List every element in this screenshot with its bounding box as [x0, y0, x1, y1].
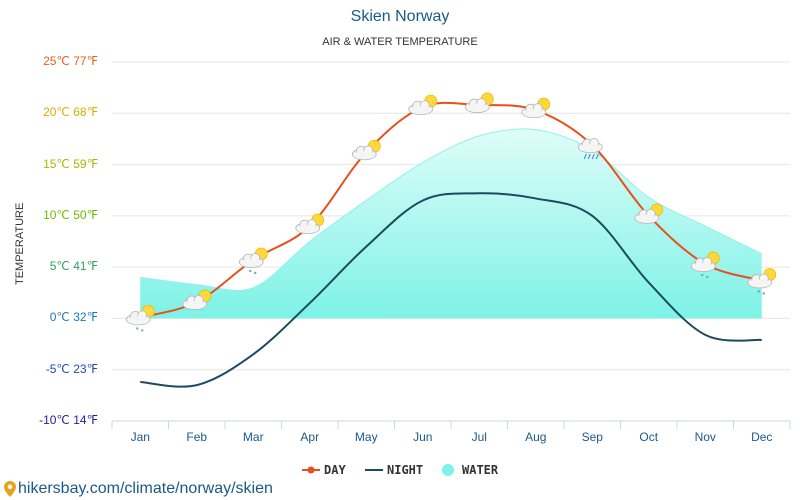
location-pin-icon [4, 481, 16, 497]
y-tick-label: 0℃ 32℉ [49, 310, 98, 325]
y-tick-label: 15℃ 59℉ [43, 156, 98, 171]
x-tick-label: Apr [300, 430, 320, 444]
legend-water-label: WATER [462, 463, 499, 477]
cloud-sun-icon [464, 92, 494, 113]
x-tick-label: Nov [694, 430, 716, 444]
x-tick-label: May [354, 430, 378, 444]
y-tick-label: 20℃ 68℉ [43, 105, 98, 120]
y-tick-label: 5℃ 41℉ [49, 259, 98, 274]
legend-night-marker [365, 469, 383, 471]
footer-text: hikersbay.com/climate/norway/skien [18, 480, 273, 497]
cloud-snow-icon [238, 247, 268, 275]
x-tick-label: Oct [639, 430, 659, 444]
night-line [140, 192, 762, 388]
x-tick-label: Jun [413, 430, 433, 444]
water-line [140, 128, 762, 291]
rain-icon [577, 138, 603, 160]
y-tick-label: 25℃ 77℉ [43, 54, 98, 68]
cloud-sun-icon [408, 94, 438, 116]
cloud-snow-icon [690, 251, 720, 279]
legend-day-marker [302, 466, 320, 474]
cloud-snow-icon [747, 268, 777, 295]
cloud-sun-icon [521, 97, 551, 119]
chart-subtitle: AIR & WATER TEMPERATURE [322, 36, 478, 48]
snow-icon [125, 305, 155, 332]
legend-day-label: DAY [324, 463, 346, 477]
y-tick-label: 10℃ 50℉ [43, 207, 98, 222]
y-tick-label: -5℃ 23℉ [45, 361, 98, 376]
cloud-sun-icon [182, 289, 212, 310]
x-tick-label: Feb [186, 430, 208, 444]
legend-day[interactable]: DAY [302, 463, 346, 477]
x-tick-label: Aug [525, 430, 547, 444]
x-tick-label: Jul [471, 430, 487, 444]
cloud-sun-icon [634, 203, 664, 224]
legend-night-label: NIGHT [387, 463, 424, 477]
legend-water-marker [442, 464, 454, 476]
footer-link[interactable]: hikersbay.com/climate/norway/skien [4, 480, 273, 498]
legend-night[interactable]: NIGHT [365, 463, 423, 477]
legend-water[interactable]: WATER [442, 463, 498, 477]
chart-plot [111, 61, 791, 429]
cloud-sun-icon [295, 213, 325, 235]
x-tick-label: Sep [581, 430, 603, 444]
x-tick-label: Jan [130, 430, 150, 444]
x-tick-label: Dec [751, 430, 773, 444]
water-area [140, 128, 762, 319]
x-tick-label: Mar [242, 430, 264, 444]
chart-title: Skien Norway [350, 8, 450, 25]
y-tick-label: -10℃ 14℉ [39, 413, 98, 427]
cloud-sun-icon [351, 139, 381, 161]
